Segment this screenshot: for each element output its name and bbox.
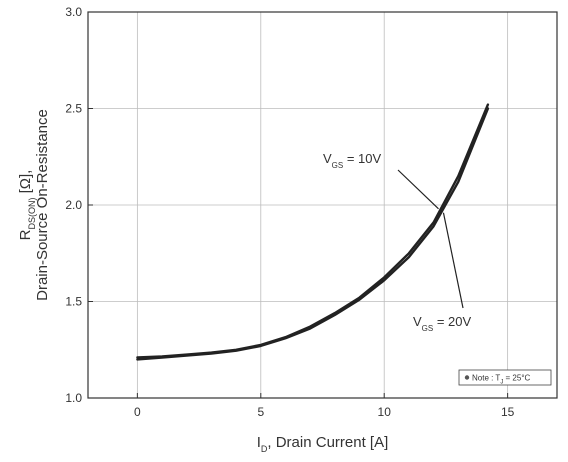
note-bullet-icon xyxy=(464,375,470,380)
annotation-leader-line xyxy=(397,169,439,210)
y-tick-label: 3.0 xyxy=(65,5,82,19)
y-axis-title-line2: Drain-Source On-Resistance xyxy=(34,109,51,301)
y-tick-label: 2.5 xyxy=(65,102,82,116)
y-axis-title-line1: RDS(ON) [Ω], xyxy=(17,170,37,241)
y-tick-label: 1.0 xyxy=(65,391,82,405)
grid xyxy=(88,11,557,399)
x-tick-label: 0 xyxy=(134,405,141,419)
y-tick-label: 2.0 xyxy=(65,198,82,212)
note-text: Note : TJ = 25°C xyxy=(472,374,531,386)
series-group xyxy=(136,103,490,361)
axis-ticks: 0 5 10 15 1.0 1.5 2.0 2.5 3.0 xyxy=(65,5,514,419)
y-axis-title: RDS(ON) [Ω], Drain-Source On-Resistance xyxy=(17,109,51,301)
annotation-label: VGS = 10V xyxy=(323,151,382,170)
x-axis-title: ID, Drain Current [A] xyxy=(257,434,389,454)
note-box: Note : TJ = 25°C xyxy=(458,369,552,386)
x-tick-label: 5 xyxy=(257,405,264,419)
x-tick-label: 10 xyxy=(378,405,392,419)
annotation-label: VGS = 20V xyxy=(413,314,472,333)
y-tick-label: 1.5 xyxy=(65,295,82,309)
annotation-leader-line xyxy=(442,212,464,309)
annotations: VGS = 10V VGS = 20V xyxy=(323,151,472,333)
x-tick-label: 15 xyxy=(501,405,515,419)
series-line-vgs-20v xyxy=(136,103,490,359)
